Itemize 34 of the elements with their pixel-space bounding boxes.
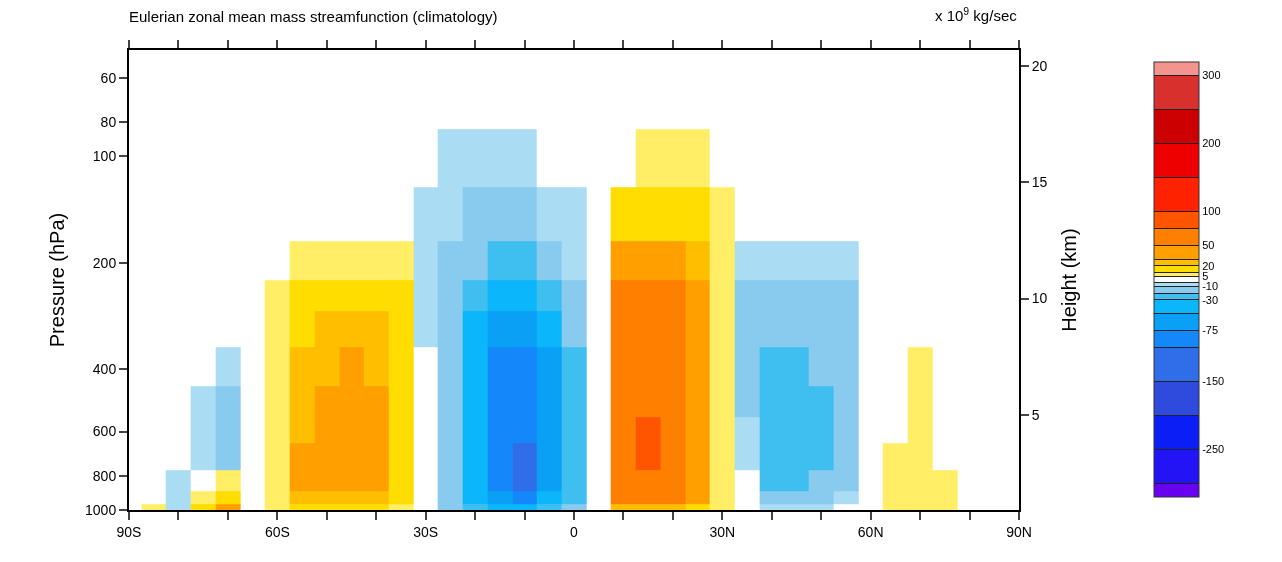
y2-tick-label: 20 [1031, 58, 1048, 75]
x-tick-label: 90N [1006, 523, 1032, 540]
y2-tick-label: 10 [1031, 290, 1048, 307]
color-bar-label: 200 [1202, 137, 1221, 150]
text: x 10$^{9}$ kg/sec [935, 5, 1018, 25]
x-tick-label: 60N [857, 523, 884, 540]
y-axis-title: Pressure (hPa) [46, 212, 69, 348]
color-bar-label: 100 [1202, 205, 1221, 218]
x-tick-label: 30S [413, 523, 439, 540]
y2-tick-label: 5 [1031, 406, 1040, 423]
y-tick-label: 1000 [85, 501, 117, 518]
color-bar-label: 5 [1202, 269, 1209, 282]
color-bar-label: -250 [1202, 443, 1225, 456]
color-bar-label: 20 [1202, 259, 1215, 272]
x-tick-label: 30N [709, 523, 736, 540]
color-bar-label: 300 [1202, 69, 1221, 82]
y-tick-label: 200 [92, 254, 117, 271]
x-tick-label: 90S [116, 523, 142, 540]
y2-axis-title: Height (km) [1057, 228, 1080, 332]
x-tick-label: 0 [570, 523, 579, 540]
color-bar-label: 50 [1202, 239, 1215, 252]
color-bar-label: -75 [1202, 324, 1219, 337]
y2-tick-label: 15 [1031, 174, 1048, 191]
y-tick-label: 100 [92, 148, 117, 165]
y-tick-label: 800 [92, 467, 117, 484]
y-tick-label: 600 [92, 423, 117, 440]
y-tick-label: 60 [100, 69, 117, 86]
y-tick-label: 400 [92, 361, 117, 378]
chart-title: Eulerian zonal mean mass streamfunction (climatology) [129, 8, 498, 26]
color-bar-label: -150 [1202, 375, 1225, 388]
color-bar-label: -10 [1202, 280, 1219, 293]
x-tick-label: 60S [264, 523, 290, 540]
y-tick-label: 80 [100, 114, 117, 131]
color-bar-label: -30 [1202, 293, 1219, 306]
